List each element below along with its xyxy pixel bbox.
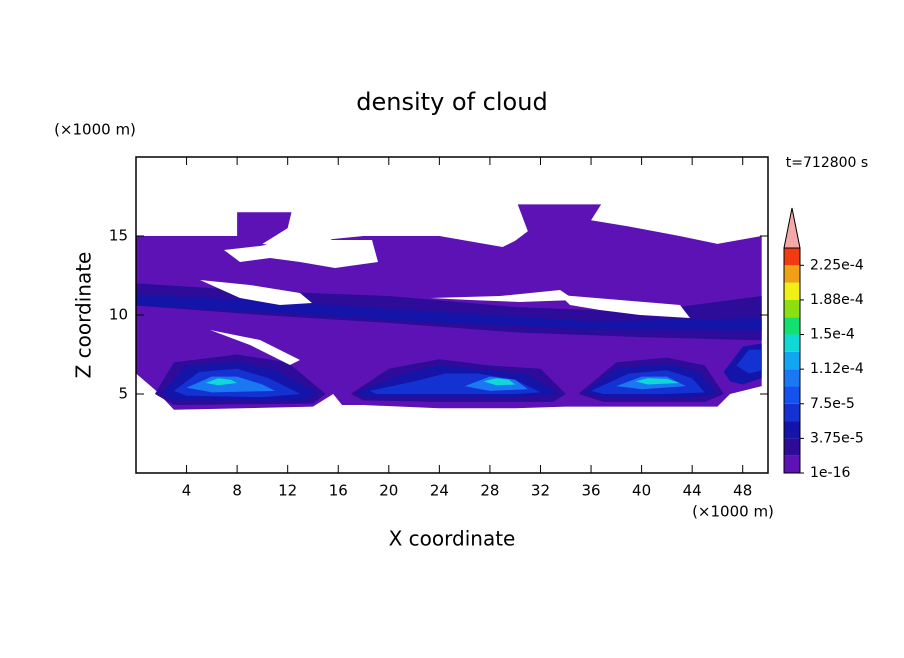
gap xyxy=(224,232,378,268)
colorbar-tick-label: 2.25e-4 xyxy=(810,257,864,273)
x-tick-label: 48 xyxy=(733,482,752,500)
y-axis-label: Z coordinate xyxy=(72,252,96,379)
colorbar-frame xyxy=(783,247,801,474)
gap xyxy=(210,330,300,365)
colorbar-tick-label: 1.5e-4 xyxy=(810,327,855,343)
colorbar-extension xyxy=(783,207,801,249)
x-tick-label: 4 xyxy=(182,482,192,500)
x-tick-label: 32 xyxy=(531,482,550,500)
contour-region xyxy=(635,378,680,385)
colorbar-box xyxy=(784,369,800,387)
colorbar-box xyxy=(784,421,800,439)
colorbar-tick-label: 7.5e-5 xyxy=(810,396,855,412)
gap xyxy=(200,280,312,305)
colorbar-box xyxy=(784,265,800,283)
chart-title: density of cloud xyxy=(356,88,547,116)
colorbar-box xyxy=(784,334,800,352)
colorbar-box xyxy=(784,386,800,404)
y-tick-label: 15 xyxy=(109,227,128,245)
colorbar-box xyxy=(784,282,800,300)
y-tick-label: 10 xyxy=(109,306,128,324)
colorbar-box xyxy=(784,248,800,266)
gap xyxy=(430,290,575,302)
y-unit: (×1000 m) xyxy=(54,121,136,139)
x-tick-label: 8 xyxy=(232,482,242,500)
contour-region xyxy=(205,378,238,386)
x-tick-label: 24 xyxy=(430,482,449,500)
x-tick-label: 20 xyxy=(379,482,398,500)
time-label: t=712800 s xyxy=(786,155,868,171)
contour-region xyxy=(186,376,276,393)
contour-region xyxy=(736,349,762,374)
x-tick-label: 16 xyxy=(329,482,348,500)
contour-region xyxy=(483,378,516,386)
gap xyxy=(560,295,690,318)
x-tick-label: 36 xyxy=(581,482,600,500)
colorbar-tick-label: 1.12e-4 xyxy=(810,361,864,377)
colorbar-box xyxy=(784,299,800,318)
x-tick-label: 28 xyxy=(480,482,499,500)
x-unit: (×1000 m) xyxy=(692,503,774,521)
y-tick-label: 5 xyxy=(118,385,128,403)
colorbar-box xyxy=(784,455,800,473)
colorbar-box xyxy=(784,351,800,370)
colorbar-tick-label: 3.75e-5 xyxy=(810,430,864,446)
colorbar-box xyxy=(784,403,800,422)
colorbar-tick-label: 1e-16 xyxy=(810,465,850,481)
colorbar-box xyxy=(784,438,800,456)
colorbar-box xyxy=(784,317,800,335)
colorbar-tick-label: 1.88e-4 xyxy=(810,292,864,308)
x-tick-label: 40 xyxy=(632,482,651,500)
gaps xyxy=(200,232,690,365)
x-tick-label: 12 xyxy=(278,482,297,500)
x-tick-label: 44 xyxy=(683,482,702,500)
x-axis-label: X coordinate xyxy=(389,527,516,551)
